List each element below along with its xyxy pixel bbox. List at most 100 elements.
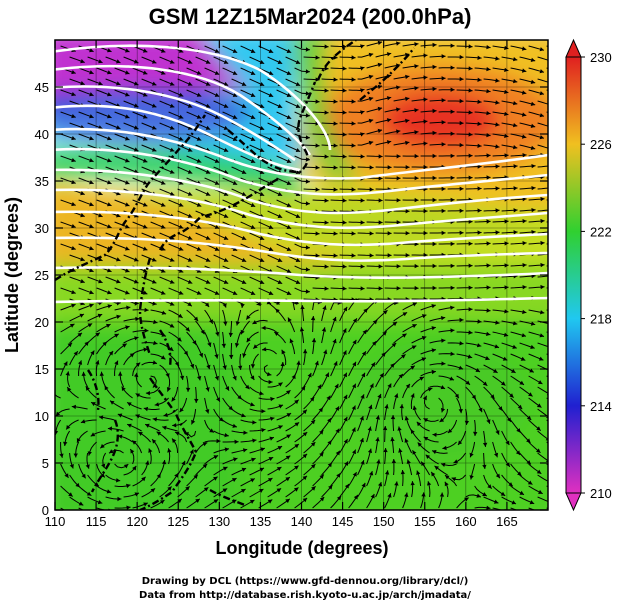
arrowhead-1028 <box>260 447 265 452</box>
arrowhead-1026 <box>224 447 229 452</box>
arrowhead-222 <box>107 136 112 141</box>
arrowhead-220 <box>71 136 76 141</box>
arrowhead-1030 <box>294 444 299 449</box>
arrowhead-762 <box>421 335 427 341</box>
arrowhead-92 <box>241 81 247 86</box>
arrowhead-549 <box>549 252 553 256</box>
arrowhead-203 <box>259 126 265 130</box>
arrowhead-240 <box>432 130 437 136</box>
arrowhead-309 <box>187 169 193 174</box>
arrowhead-821 <box>493 368 498 373</box>
arrowhead-235 <box>342 132 347 137</box>
arrowhead-85 <box>116 81 121 86</box>
arrowhead-161 <box>495 100 500 105</box>
arrowhead-775 <box>160 355 166 360</box>
arrowhead-923 <box>343 394 348 400</box>
arrowhead-121 <box>268 93 274 97</box>
arrowhead-1060 <box>335 450 340 456</box>
arrowhead-102 <box>423 75 428 80</box>
arrowhead-325 <box>477 164 482 169</box>
arrowhead-709 <box>459 317 464 323</box>
arrowhead-1050 <box>148 448 153 453</box>
arrowhead-211 <box>405 118 410 124</box>
arrowhead-425 <box>295 214 301 218</box>
arrowhead-909 <box>71 404 76 410</box>
arrowhead-1146 <box>394 481 399 486</box>
arrowhead-270 <box>477 143 482 148</box>
arrowhead-741 <box>539 333 544 338</box>
arrowhead-285 <box>250 158 256 163</box>
arrowhead-611 <box>178 290 184 295</box>
streamline-1157 <box>96 507 108 510</box>
arrowhead-625 <box>432 285 437 291</box>
arrowhead-441 <box>89 224 94 229</box>
arrowhead-153 <box>351 99 356 104</box>
arrowhead-224 <box>142 136 148 141</box>
arrowhead-922 <box>326 395 331 401</box>
arrowhead-44 <box>368 52 374 58</box>
arrowhead-179 <box>324 110 329 115</box>
arrowhead-1021 <box>109 449 114 454</box>
arrowhead-707 <box>421 314 427 319</box>
arrowhead-897 <box>369 383 374 388</box>
arrowhead-332 <box>107 180 112 185</box>
arrowhead-845 <box>431 369 436 375</box>
arrowhead-715 <box>69 323 75 328</box>
arrowhead-748 <box>168 346 174 351</box>
arrowhead-392 <box>196 202 202 207</box>
arrowhead-403 <box>396 198 401 203</box>
arrowhead-105 <box>477 77 482 82</box>
arrowhead-1032 <box>327 440 332 445</box>
arrowhead-569 <box>414 263 419 269</box>
arrowhead-210 <box>386 118 392 123</box>
arrowhead-948 <box>302 409 307 415</box>
arrowhead-318 <box>351 165 356 170</box>
arrowhead-253 <box>169 147 175 152</box>
streamline-357 <box>546 177 548 179</box>
arrowhead-173 <box>214 114 220 119</box>
arrowhead-353 <box>486 175 491 180</box>
arrowhead-951 <box>351 405 356 410</box>
arrowhead-919 <box>278 404 283 409</box>
arrowhead-1038 <box>417 442 422 447</box>
arrowhead-401 <box>360 198 365 203</box>
arrowhead-398 <box>305 201 310 206</box>
arrowhead-125 <box>342 88 347 93</box>
arrowhead-1084 <box>276 467 282 471</box>
arrowhead-1161 <box>177 498 182 504</box>
arrowhead-983 <box>416 421 422 427</box>
arrowhead-696 <box>215 331 220 337</box>
arrowhead-388 <box>125 202 130 207</box>
arrowhead-1031 <box>310 442 316 447</box>
arrowhead-416 <box>133 213 139 218</box>
arrowhead-537 <box>333 253 338 258</box>
arrowhead-661 <box>89 303 94 308</box>
arrowhead-107 <box>513 79 518 84</box>
arrowhead-607 <box>107 290 112 295</box>
arrowhead-482 <box>333 231 338 236</box>
arrowhead-348 <box>396 176 401 181</box>
y-tick-label-6: 30 <box>35 221 49 236</box>
arrowhead-884 <box>121 386 126 391</box>
arrowhead-262 <box>333 143 338 148</box>
arrowhead-964 <box>76 438 81 443</box>
arrowhead-445 <box>160 224 166 229</box>
arrowhead-800 <box>108 351 114 356</box>
arrowhead-395 <box>250 202 256 207</box>
arrowhead-697 <box>228 332 233 337</box>
arrowhead-10 <box>250 48 256 53</box>
arrowhead-773 <box>122 343 127 348</box>
arrowhead-840 <box>333 361 338 366</box>
arrowhead-223 <box>125 136 130 141</box>
arrowhead-177 <box>286 115 292 119</box>
arrowhead-74 <box>414 64 419 69</box>
arrowhead-1009 <box>397 426 402 431</box>
arrowhead-539 <box>369 253 374 258</box>
arrowhead-4 <box>142 48 148 53</box>
streamline-1154 <box>537 496 548 502</box>
arrowhead-754 <box>253 344 258 349</box>
arrowhead-22 <box>468 44 473 49</box>
arrowhead-691 <box>135 316 140 322</box>
arrowhead-1049 <box>130 449 135 454</box>
y-tick-label-2: 10 <box>35 409 49 424</box>
